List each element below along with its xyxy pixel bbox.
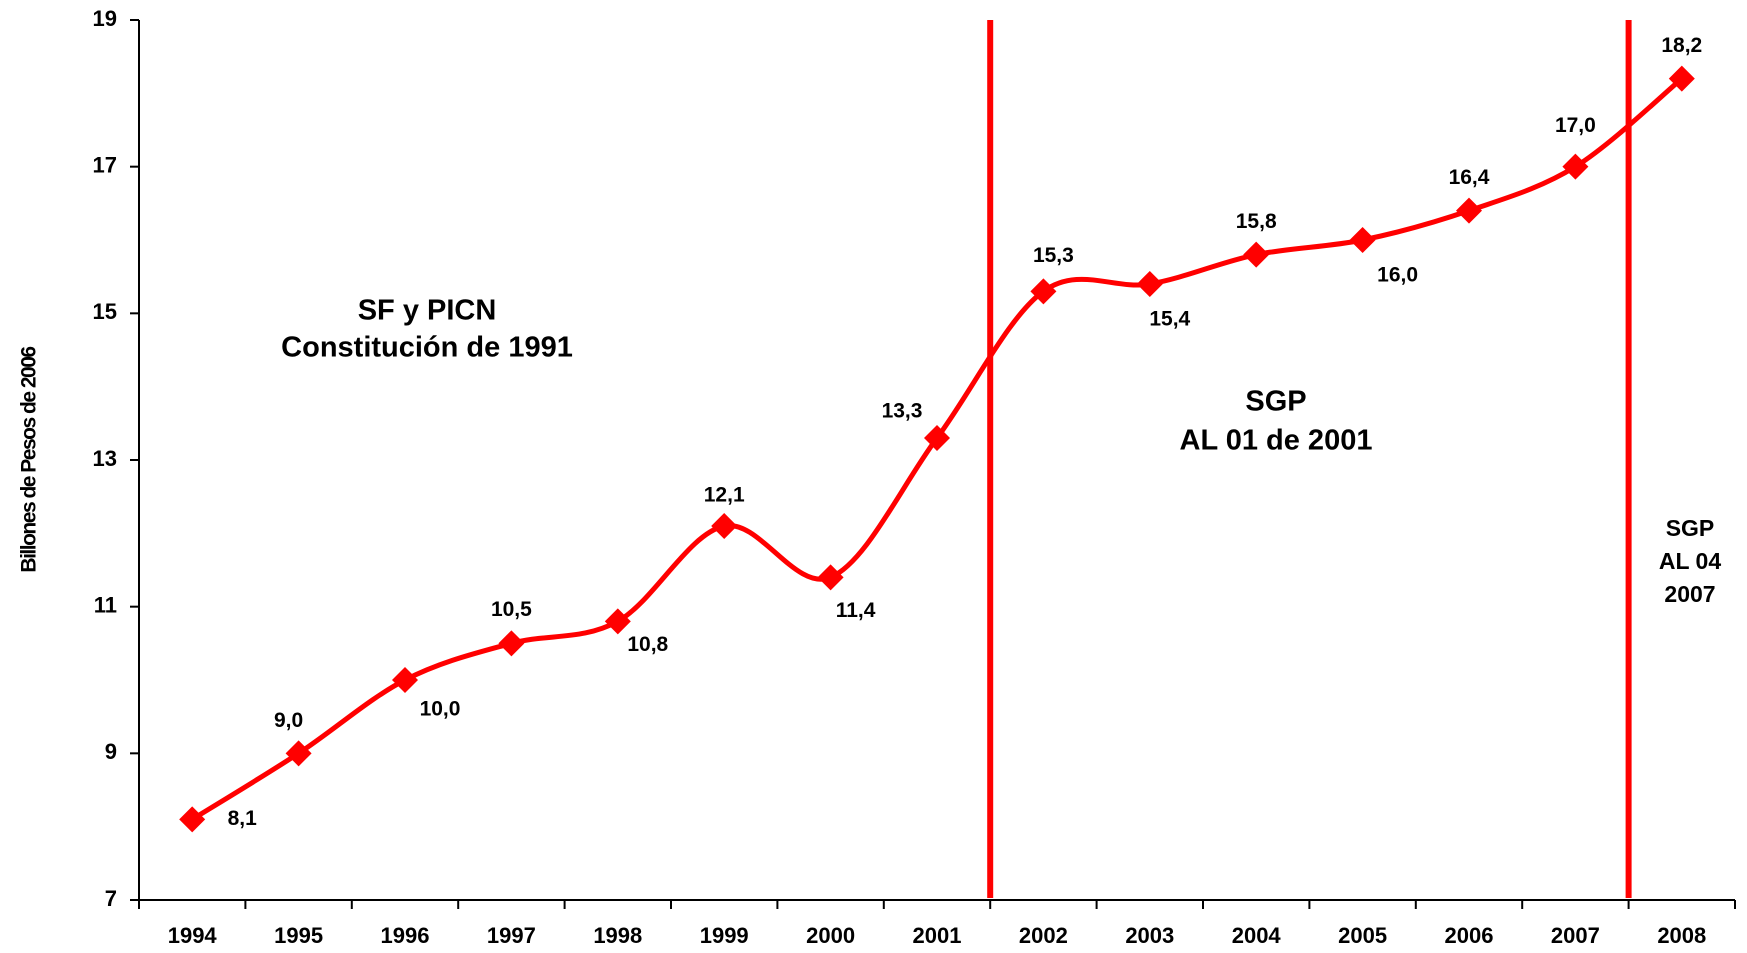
marker bbox=[285, 740, 312, 767]
x-tick-label: 1994 bbox=[168, 923, 218, 948]
value-label: 8,1 bbox=[228, 807, 258, 830]
x-tick-label: 2008 bbox=[1657, 923, 1706, 948]
y-axis-label: Billones de Pesos de 2006 bbox=[18, 347, 41, 573]
marker bbox=[1349, 227, 1376, 253]
marker bbox=[1456, 197, 1482, 224]
y-tick-label: 13 bbox=[93, 446, 117, 471]
value-label: 13,3 bbox=[882, 400, 923, 423]
marker bbox=[1562, 153, 1589, 180]
line bbox=[190, 76, 1684, 822]
value-label: 10,8 bbox=[627, 633, 668, 656]
y-tick-label: 9 bbox=[105, 739, 117, 764]
x-tick-label: 2005 bbox=[1338, 923, 1387, 948]
marker bbox=[1136, 271, 1163, 297]
marker bbox=[1243, 241, 1270, 268]
marker bbox=[711, 513, 738, 539]
annotation: SGP bbox=[1245, 386, 1306, 418]
x-tick-label: 2000 bbox=[806, 923, 855, 948]
y-tick-label: 7 bbox=[105, 886, 117, 911]
value-label: 16,4 bbox=[1449, 166, 1490, 189]
annotation: AL 01 de 2001 bbox=[1180, 425, 1373, 457]
marker bbox=[1030, 278, 1057, 305]
x-tick-label: 1998 bbox=[593, 923, 642, 948]
y-tick-label: 15 bbox=[93, 299, 117, 324]
x-tick-label: 1995 bbox=[274, 923, 323, 948]
value-label: 10,0 bbox=[420, 698, 461, 721]
value-label: 9,0 bbox=[274, 709, 303, 732]
marker bbox=[392, 667, 418, 693]
y-tick-label: 11 bbox=[94, 592, 117, 617]
value-label: 12,1 bbox=[704, 484, 745, 507]
y-tick-label: 19 bbox=[93, 6, 117, 31]
x-tick-label: 2004 bbox=[1232, 923, 1282, 948]
marker bbox=[179, 806, 206, 833]
marker bbox=[1668, 65, 1695, 92]
annotation: SGP bbox=[1666, 515, 1715, 541]
value-label: 15,8 bbox=[1236, 210, 1277, 233]
marker bbox=[817, 564, 844, 591]
annotation: AL 04 bbox=[1659, 548, 1721, 574]
annotation: SF y PICN bbox=[358, 295, 497, 327]
value-label: 18,2 bbox=[1661, 34, 1702, 57]
marker bbox=[924, 425, 950, 451]
annotation: 2007 bbox=[1664, 581, 1715, 607]
marker bbox=[604, 608, 631, 635]
value-label: 17,0 bbox=[1555, 114, 1596, 137]
x-tick-label: 2006 bbox=[1445, 923, 1494, 948]
value-label: 15,4 bbox=[1149, 308, 1190, 331]
x-tick-label: 2007 bbox=[1551, 923, 1600, 948]
x-tick-label: 1997 bbox=[487, 923, 536, 948]
x-tick-label: 2002 bbox=[1019, 923, 1068, 948]
value-label: 10,5 bbox=[491, 598, 532, 621]
x-tick-label: 1999 bbox=[700, 923, 749, 948]
annotation: Constitución de 1991 bbox=[281, 332, 573, 364]
x-tick-label: 2003 bbox=[1125, 923, 1174, 948]
value-label: 15,3 bbox=[1033, 244, 1074, 267]
x-tick-label: 1996 bbox=[381, 923, 430, 948]
marker bbox=[498, 630, 525, 657]
y-tick-label: 17 bbox=[93, 152, 117, 177]
x-tick-label: 2001 bbox=[913, 923, 962, 948]
value-label: 11,4 bbox=[836, 599, 876, 622]
value-label: 16,0 bbox=[1377, 264, 1418, 287]
